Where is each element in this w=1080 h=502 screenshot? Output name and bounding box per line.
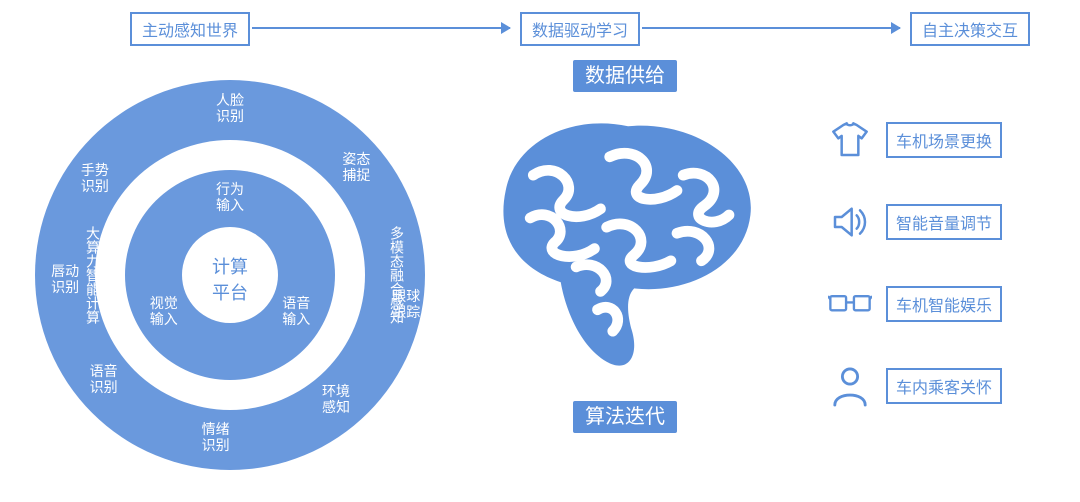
header-step-3-label: 自主决策交互	[922, 23, 1018, 40]
list-item-label: 车机智能娱乐	[886, 286, 1002, 322]
ring-label: 手势 识别	[65, 162, 125, 198]
ring-label: 眼球 跟踪	[376, 288, 436, 324]
header-step-2-label: 数据驱动学习	[532, 23, 628, 40]
ring-label: 语音 识别	[74, 363, 134, 399]
ring-label: 姿态 捕捉	[326, 151, 386, 187]
header-flow: 主动感知世界 数据驱动学习 自主决策交互	[0, 12, 1080, 46]
brain-bottom-label: 算法迭代	[585, 406, 665, 428]
header-arrow-1	[252, 27, 510, 29]
ring-label: 情绪 识别	[186, 421, 246, 457]
list-item: 智能音量调节	[828, 197, 1068, 247]
list-item-label: 车内乘客关怀	[886, 368, 1002, 404]
list-item-label: 智能音量调节	[886, 204, 1002, 240]
ring-label: 大算力智能计算	[81, 225, 101, 325]
list-item: 车机智能娱乐	[828, 279, 1068, 329]
ring-label: 行为 输入	[200, 181, 260, 217]
ring-label: 语音 输入	[266, 295, 326, 331]
brain-top-label-box: 数据供给	[573, 60, 677, 92]
list-item-label: 车机场景更换	[886, 122, 1002, 158]
brain-bottom-label-box: 算法迭代	[573, 401, 677, 433]
ring-label: 人脸 识别	[200, 92, 260, 128]
brain-column: 数据供给 算法迭代	[455, 60, 795, 500]
list-item: 车机场景更换	[828, 115, 1068, 165]
outcome-list: 车机场景更换智能音量调节车机智能娱乐车内乘客关怀	[828, 115, 1068, 443]
brain-icon	[485, 114, 765, 374]
header-step-1-label: 主动感知世界	[142, 23, 238, 40]
ring-label: 视觉 输入	[134, 295, 194, 331]
speaker-icon	[828, 200, 872, 244]
header-step-3: 自主决策交互	[910, 12, 1030, 46]
header-arrow-2	[642, 27, 900, 29]
list-item: 车内乘客关怀	[828, 361, 1068, 411]
person-icon	[828, 364, 872, 408]
perception-rings: 计算平台行为 输入语音 输入视觉 输入人脸 识别姿态 捕捉多模态融合感知眼球 跟…	[20, 55, 440, 485]
ring-center-label: 计算平台	[190, 253, 270, 305]
glasses-icon	[828, 282, 872, 326]
brain-top-label: 数据供给	[585, 65, 665, 87]
tshirt-icon	[828, 118, 872, 162]
header-step-2: 数据驱动学习	[520, 12, 640, 46]
header-step-1: 主动感知世界	[130, 12, 250, 46]
brain-icon-wrap	[455, 114, 795, 379]
ring-label: 环境 感知	[306, 383, 366, 419]
